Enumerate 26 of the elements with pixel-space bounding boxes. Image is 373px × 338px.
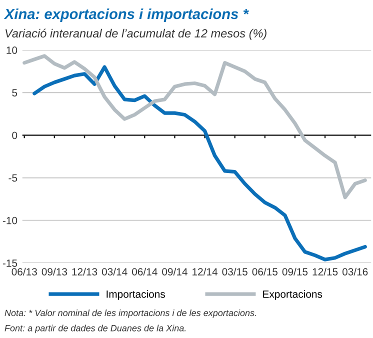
legend-label: Importacions	[106, 290, 165, 300]
x-tick-label: 09/15	[282, 268, 308, 276]
y-tick-label: 10	[6, 46, 18, 54]
y-tick-label: -15	[2, 260, 18, 267]
text: Font: a partir de dades de Duanes de la Xina.	[4, 324, 186, 334]
x-tick-label: 09/14	[162, 268, 188, 276]
line-series	[22, 54, 367, 200]
text: Nota: * Valor nominal de les importacions i de les exportacions.	[4, 309, 256, 318]
chart-title: Xina: exportacions i importacions *	[4, 8, 249, 22]
x-tick-label: 06/14	[132, 268, 158, 276]
line-series	[32, 65, 367, 262]
x-tick-label: 12/14	[192, 268, 218, 276]
legend-label: Exportacions	[263, 290, 322, 300]
x-tick-label: 06/15	[252, 268, 278, 276]
y-tick-label: 0	[12, 132, 18, 140]
x-tick-label: 12/13	[72, 268, 98, 276]
x-tick-label: 09/13	[42, 268, 68, 276]
y-tick-label: -5	[8, 174, 18, 182]
x-tick-label: 03/14	[102, 268, 128, 276]
x-tick-label: 03/15	[222, 268, 248, 276]
x-tick-label: 06/13	[12, 268, 37, 276]
x-tick-label: 03/16	[342, 268, 368, 276]
x-tick-label: 12/15	[312, 268, 338, 276]
y-tick-label: 5	[12, 89, 18, 96]
y-tick-label: -10	[2, 216, 18, 224]
chart-subtitle: Variació interanual de l’acumulat de 12 mesos (%)	[5, 28, 266, 40]
